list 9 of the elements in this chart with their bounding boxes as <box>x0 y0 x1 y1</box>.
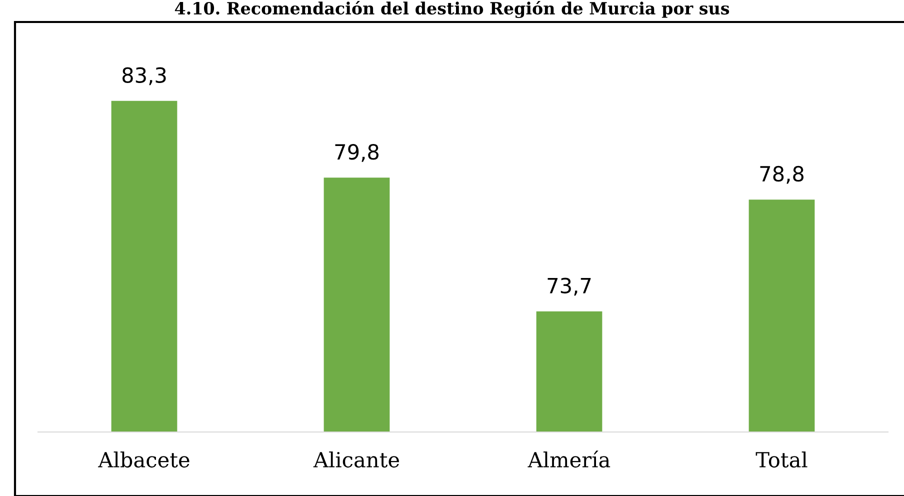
chart-title: 4.10. Recomendación del destino Región de Murcia por sus <box>174 1 730 18</box>
data-label: 83,3 <box>122 67 166 86</box>
data-label: 79,8 <box>335 144 379 162</box>
data-label: 78,8 <box>760 166 804 184</box>
x-tick-label: Albacete <box>98 451 190 468</box>
x-tick-label: Alicante <box>313 451 399 468</box>
data-label: 73,7 <box>548 278 591 296</box>
x-tick-label: Almería <box>528 450 610 468</box>
x-tick-label: Total <box>756 451 808 468</box>
